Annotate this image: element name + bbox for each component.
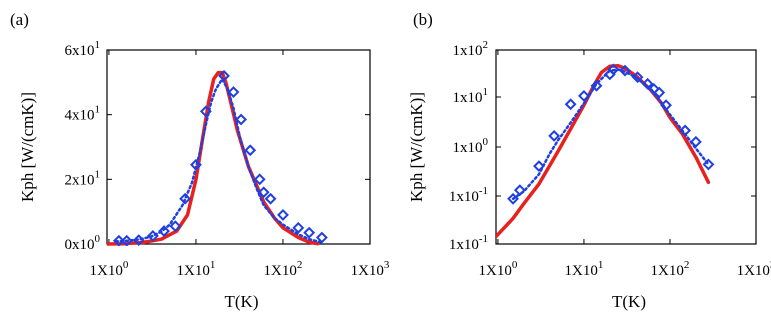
- series-line-dotted: [114, 76, 324, 244]
- data-point-diamond: [277, 208, 289, 221]
- x-tick-label: 1X100: [478, 259, 517, 279]
- data-point-diamond: [641, 77, 654, 90]
- data-point-diamond: [253, 173, 266, 186]
- y-tick-label: 1x101: [453, 86, 489, 106]
- data-point-diamond: [548, 129, 561, 142]
- data-point-diamond: [303, 226, 316, 239]
- x-tick-label: 1X100: [90, 259, 129, 279]
- x-tick-label: 1X101: [565, 259, 604, 279]
- data-point-diamond: [169, 220, 182, 233]
- data-point-diamond: [112, 234, 125, 246]
- data-point-diamond: [702, 158, 715, 171]
- y-tick-label: 1x102: [453, 39, 489, 59]
- x-axis-label: T(K): [612, 292, 646, 311]
- data-point-diamond: [513, 184, 526, 197]
- data-point-diamond: [132, 234, 145, 246]
- data-point-diamond: [218, 69, 230, 82]
- data-point-diamond: [590, 79, 603, 92]
- data-point-diamond: [199, 105, 212, 118]
- data-point-diamond: [190, 158, 202, 171]
- y-tick-label: 6x101: [65, 39, 101, 59]
- data-point-diamond: [257, 186, 270, 199]
- x-tick-label: 1X103: [737, 259, 771, 279]
- y-tick-label: 1x10-1: [449, 233, 488, 253]
- y-tick-label: 4x101: [65, 104, 101, 124]
- data-point-diamond: [679, 124, 692, 137]
- panel-label: (a): [10, 10, 29, 29]
- data-point-diamond: [120, 234, 133, 246]
- data-point-diamond: [578, 89, 590, 102]
- data-point-diamond: [564, 98, 577, 111]
- series-line-solid: [107, 70, 320, 246]
- data-point-diamond: [227, 86, 240, 98]
- x-tick-label: 1X102: [651, 259, 690, 279]
- chart-panel-a: (a) 1X100 1X101 1X102 1X103 0x100 2x101 4x101 6x…: [10, 10, 390, 311]
- x-tick-label: 1X102: [264, 259, 303, 279]
- data-point-diamond: [292, 221, 305, 234]
- y-tick-label: 1x100: [453, 136, 489, 156]
- x-tick-label: 1X101: [177, 259, 216, 279]
- data-point-diamond: [631, 71, 644, 84]
- data-point-diamond: [315, 231, 328, 244]
- y-tick-label: 0x100: [65, 233, 101, 253]
- data-point-diamond: [146, 230, 159, 242]
- y-axis-label: Kph [W/(cmK)]: [407, 92, 426, 202]
- data-point-diamond: [158, 225, 170, 237]
- x-tick-label: 1X103: [351, 259, 390, 279]
- data-point-diamond: [235, 113, 247, 126]
- data-point-diamond: [653, 86, 666, 99]
- data-point-diamond: [689, 135, 702, 148]
- data-point-diamond: [507, 192, 519, 205]
- data-point-diamond: [533, 160, 545, 173]
- data-point-diamond: [660, 99, 672, 112]
- panel-label: (b): [413, 10, 433, 29]
- plot-frame: [106, 49, 371, 245]
- plot-area: [496, 63, 715, 239]
- y-tick-label: 1x10-1: [449, 185, 488, 205]
- plot-area: [107, 69, 328, 246]
- plot-frame: [495, 49, 757, 245]
- y-tick-label: 2x101: [65, 168, 101, 188]
- data-point-diamond: [179, 192, 192, 205]
- data-point-diamond: [619, 64, 631, 77]
- y-axis-label: Kph [W/(cmK)]: [18, 92, 37, 202]
- data-point-diamond: [244, 144, 257, 157]
- data-point-diamond: [647, 83, 660, 95]
- series-line-solid: [496, 64, 711, 239]
- chart-panel-b: (b) 1X100 1X101 1X102 1X103 1x102 1x101 1x100 1x…: [407, 10, 771, 311]
- x-axis-label: T(K): [225, 292, 259, 311]
- data-point-diamond: [607, 63, 620, 76]
- data-point-diamond: [264, 192, 277, 205]
- series-line-dotted: [511, 68, 710, 201]
